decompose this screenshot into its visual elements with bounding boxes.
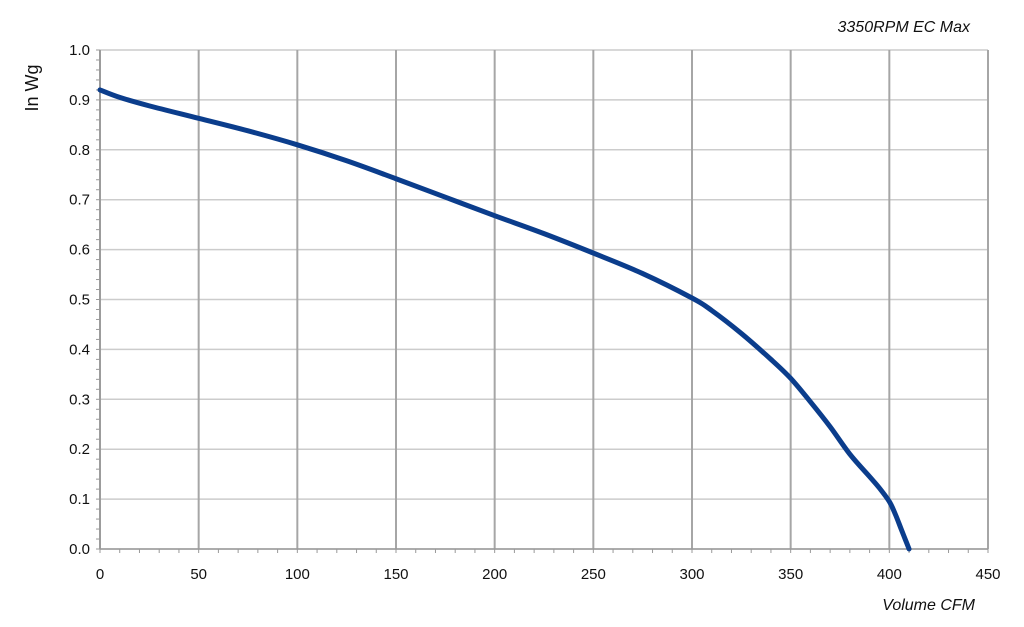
- axes: [96, 49, 989, 553]
- y-tick-label: 0.0: [69, 541, 90, 558]
- x-tick-label: 200: [482, 566, 507, 583]
- y-tick-label: 0.3: [69, 391, 90, 408]
- x-tick-label: 300: [679, 566, 704, 583]
- y-tick-label: 0.6: [69, 242, 90, 259]
- x-tick-labels: 0 50 100 150 200 250 300 350 400 450: [96, 566, 1001, 583]
- x-tick-label: 50: [190, 566, 207, 583]
- x-tick-label: 150: [383, 566, 408, 583]
- chart-title: 3350RPM EC Max: [838, 19, 971, 36]
- y-tick-label: 1.0: [69, 42, 90, 59]
- y-axis-label: In Wg: [22, 64, 42, 111]
- x-tick-label: 250: [581, 566, 606, 583]
- y-tick-label: 0.1: [69, 491, 90, 508]
- y-tick-label: 0.4: [69, 341, 90, 358]
- y-tick-label: 0.2: [69, 441, 90, 458]
- y-tick-label: 0.5: [69, 292, 90, 309]
- x-tick-label: 450: [975, 566, 1000, 583]
- y-tick-labels: 0.0 0.1 0.2 0.3 0.4 0.5 0.6 0.7 0.8 0.9 1.0: [69, 42, 90, 558]
- x-tick-label: 0: [96, 566, 104, 583]
- x-axis-label: Volume CFM: [882, 597, 975, 614]
- y-tick-label: 0.7: [69, 192, 90, 209]
- x-tick-label: 100: [285, 566, 310, 583]
- y-tick-label: 0.8: [69, 142, 90, 159]
- series-layer: [97, 87, 912, 552]
- series-line: [97, 87, 912, 552]
- y-tick-label: 0.9: [69, 92, 90, 109]
- x-tick-label: 400: [877, 566, 902, 583]
- x-tick-label: 350: [778, 566, 803, 583]
